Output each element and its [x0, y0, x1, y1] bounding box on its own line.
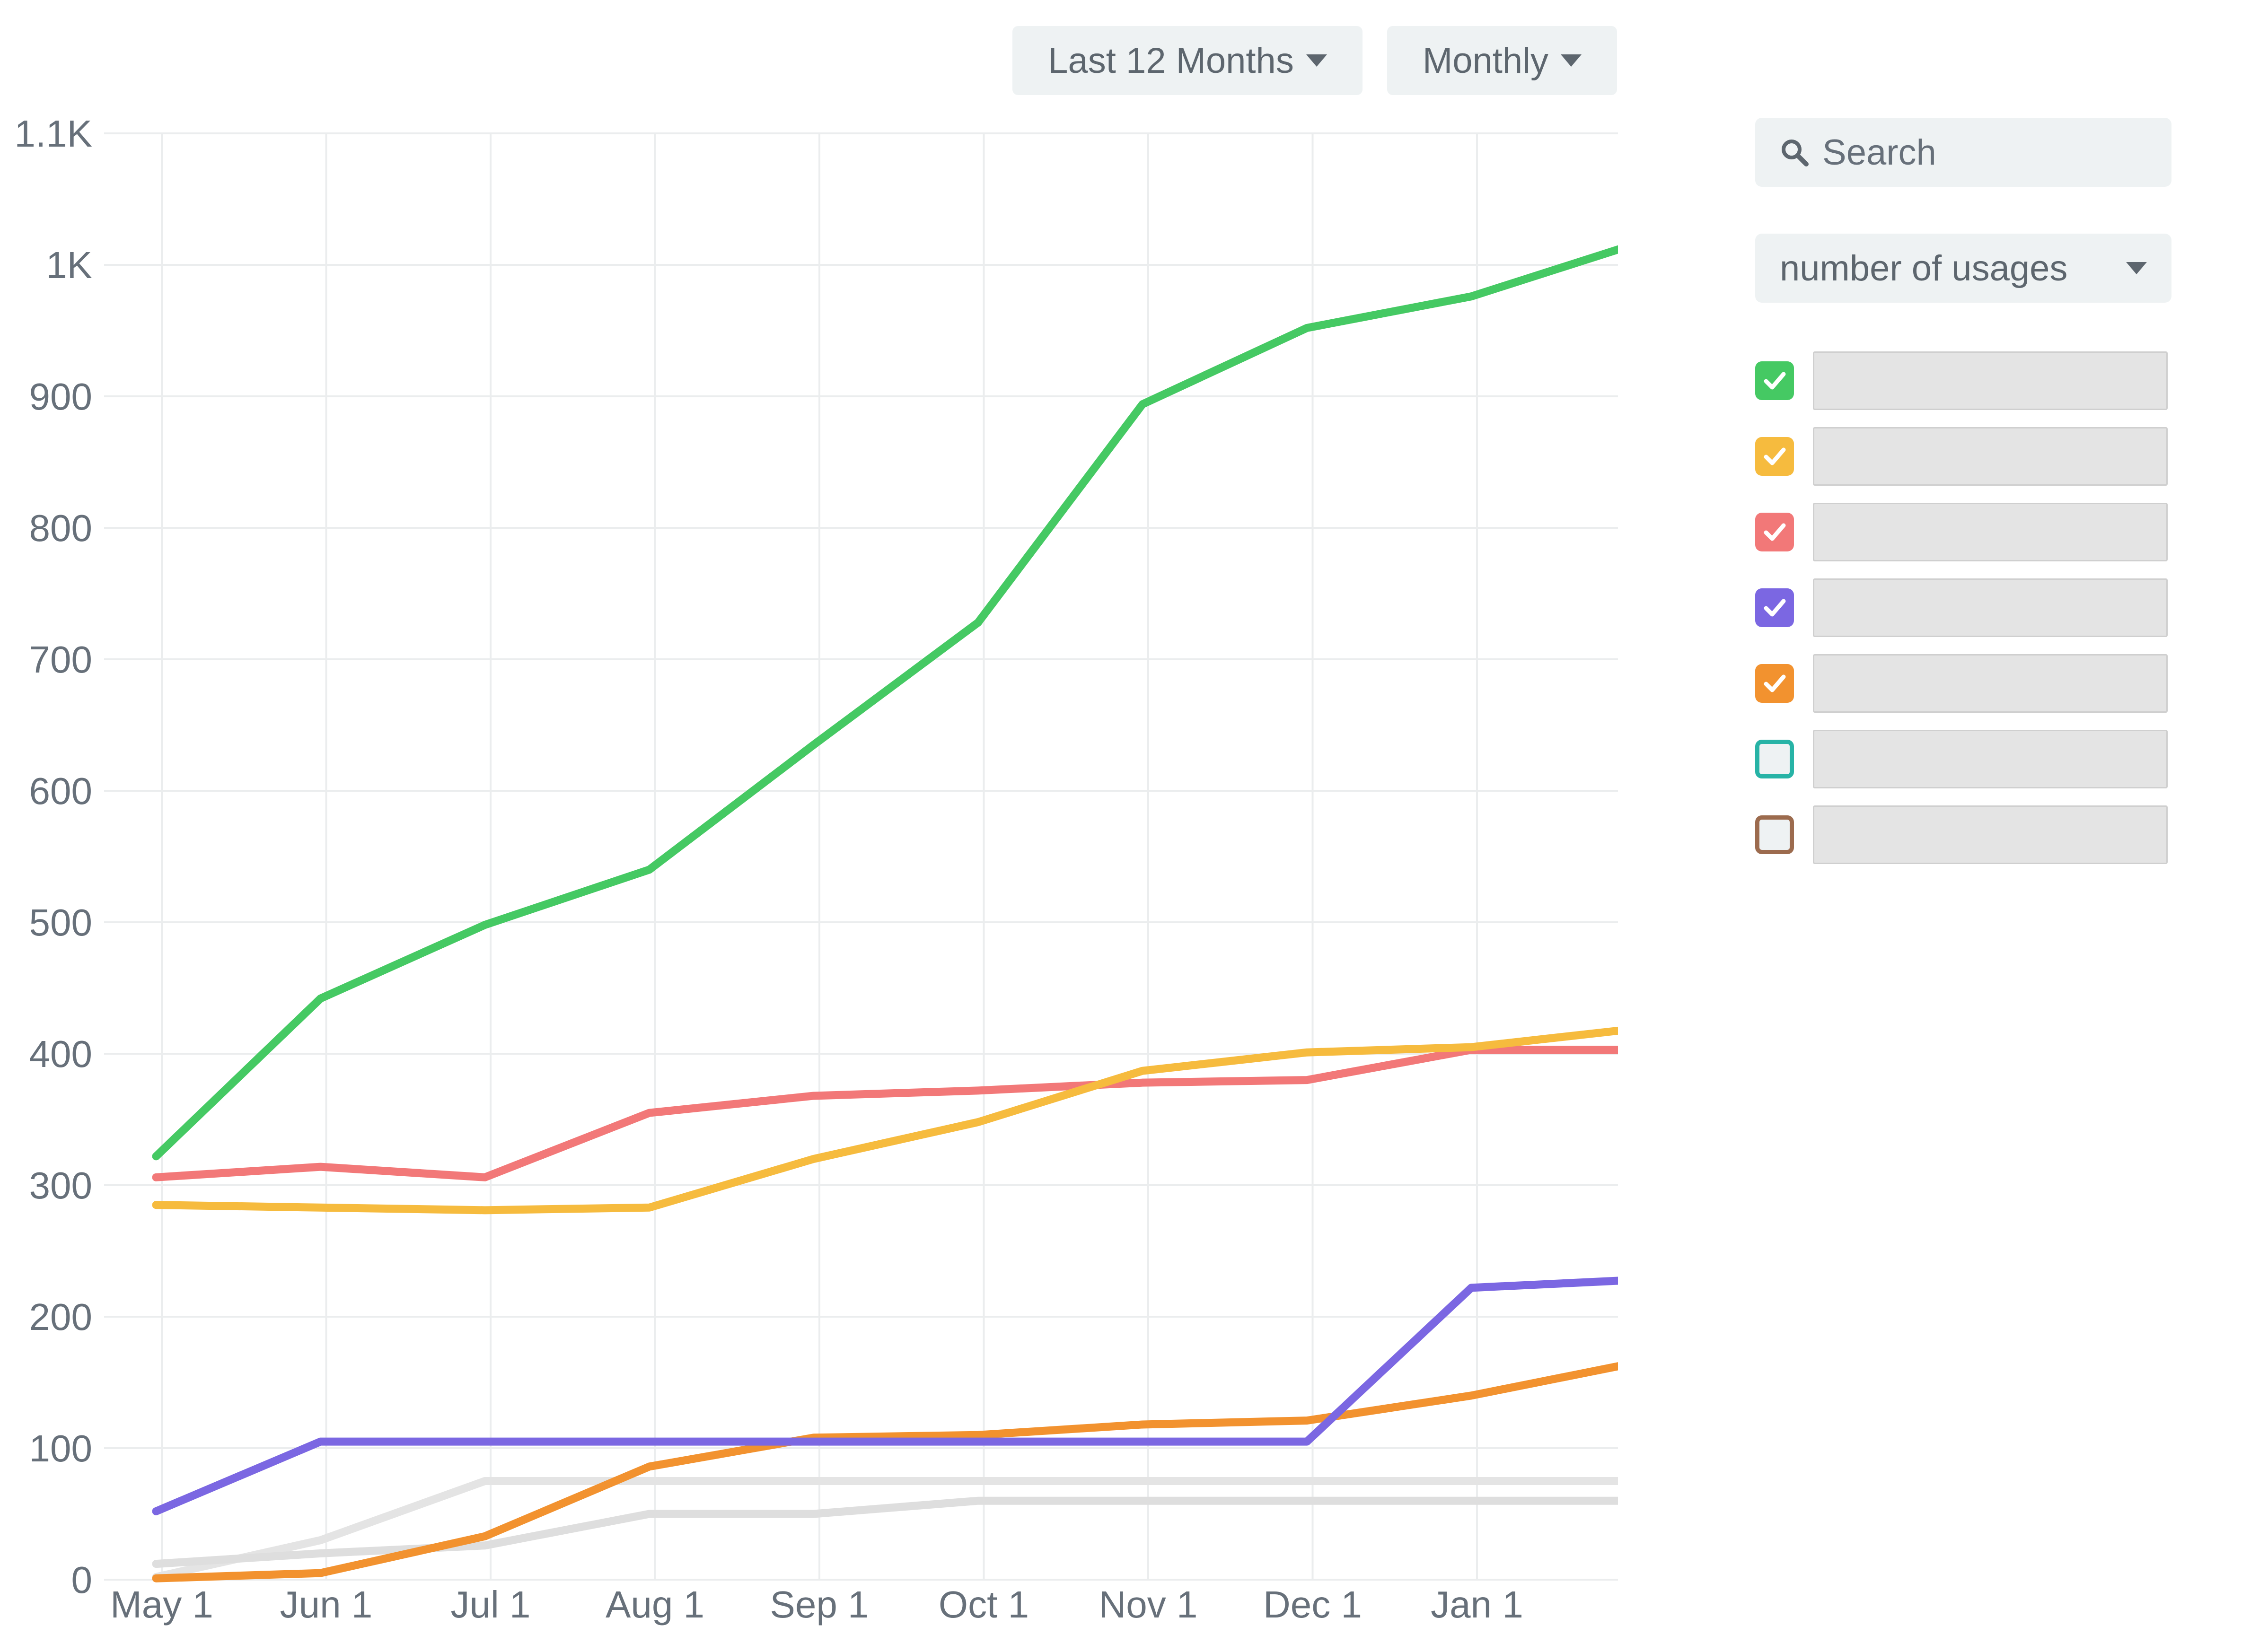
legend-item[interactable]	[1755, 797, 2171, 873]
y-tick-label: 200	[29, 1296, 92, 1338]
chevron-down-icon	[2126, 262, 2147, 274]
series-line-0	[152, 245, 1618, 1161]
y-tick-label: 600	[29, 770, 92, 812]
chevron-down-icon	[1561, 54, 1582, 67]
series-line-3	[152, 1276, 1618, 1515]
y-tick-label: 800	[29, 507, 92, 549]
x-tick-label: Jul 1	[451, 1583, 531, 1626]
line-chart: 0 100 200 300 400 500 600 700 800 900 1K 1.1K May 1…	[14, 113, 1618, 1626]
x-tick-label: Sep 1	[770, 1583, 869, 1626]
metric-dropdown-label: number of usages	[1780, 248, 2068, 288]
legend-item[interactable]	[1755, 570, 2171, 646]
checkmark-icon	[1764, 447, 1786, 465]
legend-label-redacted	[1813, 351, 2168, 410]
y-tick-label: 900	[29, 376, 92, 418]
y-tick-label: 300	[29, 1164, 92, 1206]
y-axis-tick-labels: 0 100 200 300 400 500 600 700 800 900 1K 1.1K	[14, 113, 92, 1601]
checkmark-icon	[1764, 523, 1786, 541]
search-box[interactable]	[1755, 118, 2171, 187]
series-line-4	[152, 1362, 1618, 1582]
x-tick-label: Aug 1	[606, 1583, 704, 1626]
x-tick-label: May 1	[110, 1583, 213, 1626]
range-dropdown-label: Last 12 Months	[1048, 40, 1294, 81]
checkbox-checked[interactable]	[1755, 361, 1794, 400]
legend-item[interactable]	[1755, 419, 2171, 494]
y-tick-label: 500	[29, 901, 92, 944]
legend-label-redacted	[1813, 503, 2168, 561]
interval-dropdown-label: Monthly	[1422, 40, 1549, 81]
x-axis-tick-labels: May 1 Jun 1 Jul 1 Aug 1 Sep 1 Oct 1 Nov 1 Dec 1…	[110, 1583, 1523, 1626]
checkbox-checked[interactable]	[1755, 513, 1794, 551]
metric-dropdown[interactable]: number of usages	[1755, 234, 2171, 303]
checkmark-icon	[1764, 372, 1786, 390]
legend-label-redacted	[1813, 578, 2168, 637]
x-tick-label: Oct 1	[939, 1583, 1029, 1626]
x-tick-label: Jan 1	[1431, 1583, 1523, 1626]
x-tick-label: Dec 1	[1263, 1583, 1362, 1626]
search-icon	[1782, 140, 1809, 166]
series-line-1	[152, 1026, 1618, 1215]
chevron-down-icon	[1306, 54, 1327, 67]
checkbox-checked[interactable]	[1755, 664, 1794, 703]
legend-label-redacted	[1813, 654, 2168, 713]
y-tick-label: 700	[29, 638, 92, 681]
series-line-5	[152, 1496, 1618, 1568]
series-legend	[1755, 343, 2171, 873]
x-tick-label: Jun 1	[280, 1583, 373, 1626]
checkbox-checked[interactable]	[1755, 437, 1794, 476]
checkbox-unchecked[interactable]	[1755, 815, 1794, 854]
search-input[interactable]	[1821, 131, 2154, 174]
checkbox-unchecked[interactable]	[1755, 740, 1794, 778]
interval-dropdown[interactable]: Monthly	[1387, 26, 1617, 95]
x-tick-label: Nov 1	[1099, 1583, 1198, 1626]
series-line-6	[152, 1477, 1618, 1581]
checkmark-icon	[1764, 674, 1786, 692]
checkbox-checked[interactable]	[1755, 588, 1794, 627]
chart-series	[152, 245, 1618, 1582]
legend-label-redacted	[1813, 427, 2168, 486]
y-tick-label: 400	[29, 1033, 92, 1075]
y-tick-label: 0	[71, 1559, 93, 1601]
legend-label-redacted	[1813, 730, 2168, 788]
legend-label-redacted	[1813, 805, 2168, 864]
y-tick-label: 1.1K	[14, 113, 92, 155]
legend-item[interactable]	[1755, 646, 2171, 721]
range-dropdown[interactable]: Last 12 Months	[1012, 26, 1363, 95]
y-tick-label: 100	[29, 1427, 92, 1469]
y-tick-label: 1K	[46, 244, 92, 286]
checkmark-icon	[1764, 599, 1786, 617]
legend-item[interactable]	[1755, 721, 2171, 797]
series-line-2	[152, 1046, 1618, 1181]
legend-item[interactable]	[1755, 343, 2171, 419]
legend-item[interactable]	[1755, 494, 2171, 570]
